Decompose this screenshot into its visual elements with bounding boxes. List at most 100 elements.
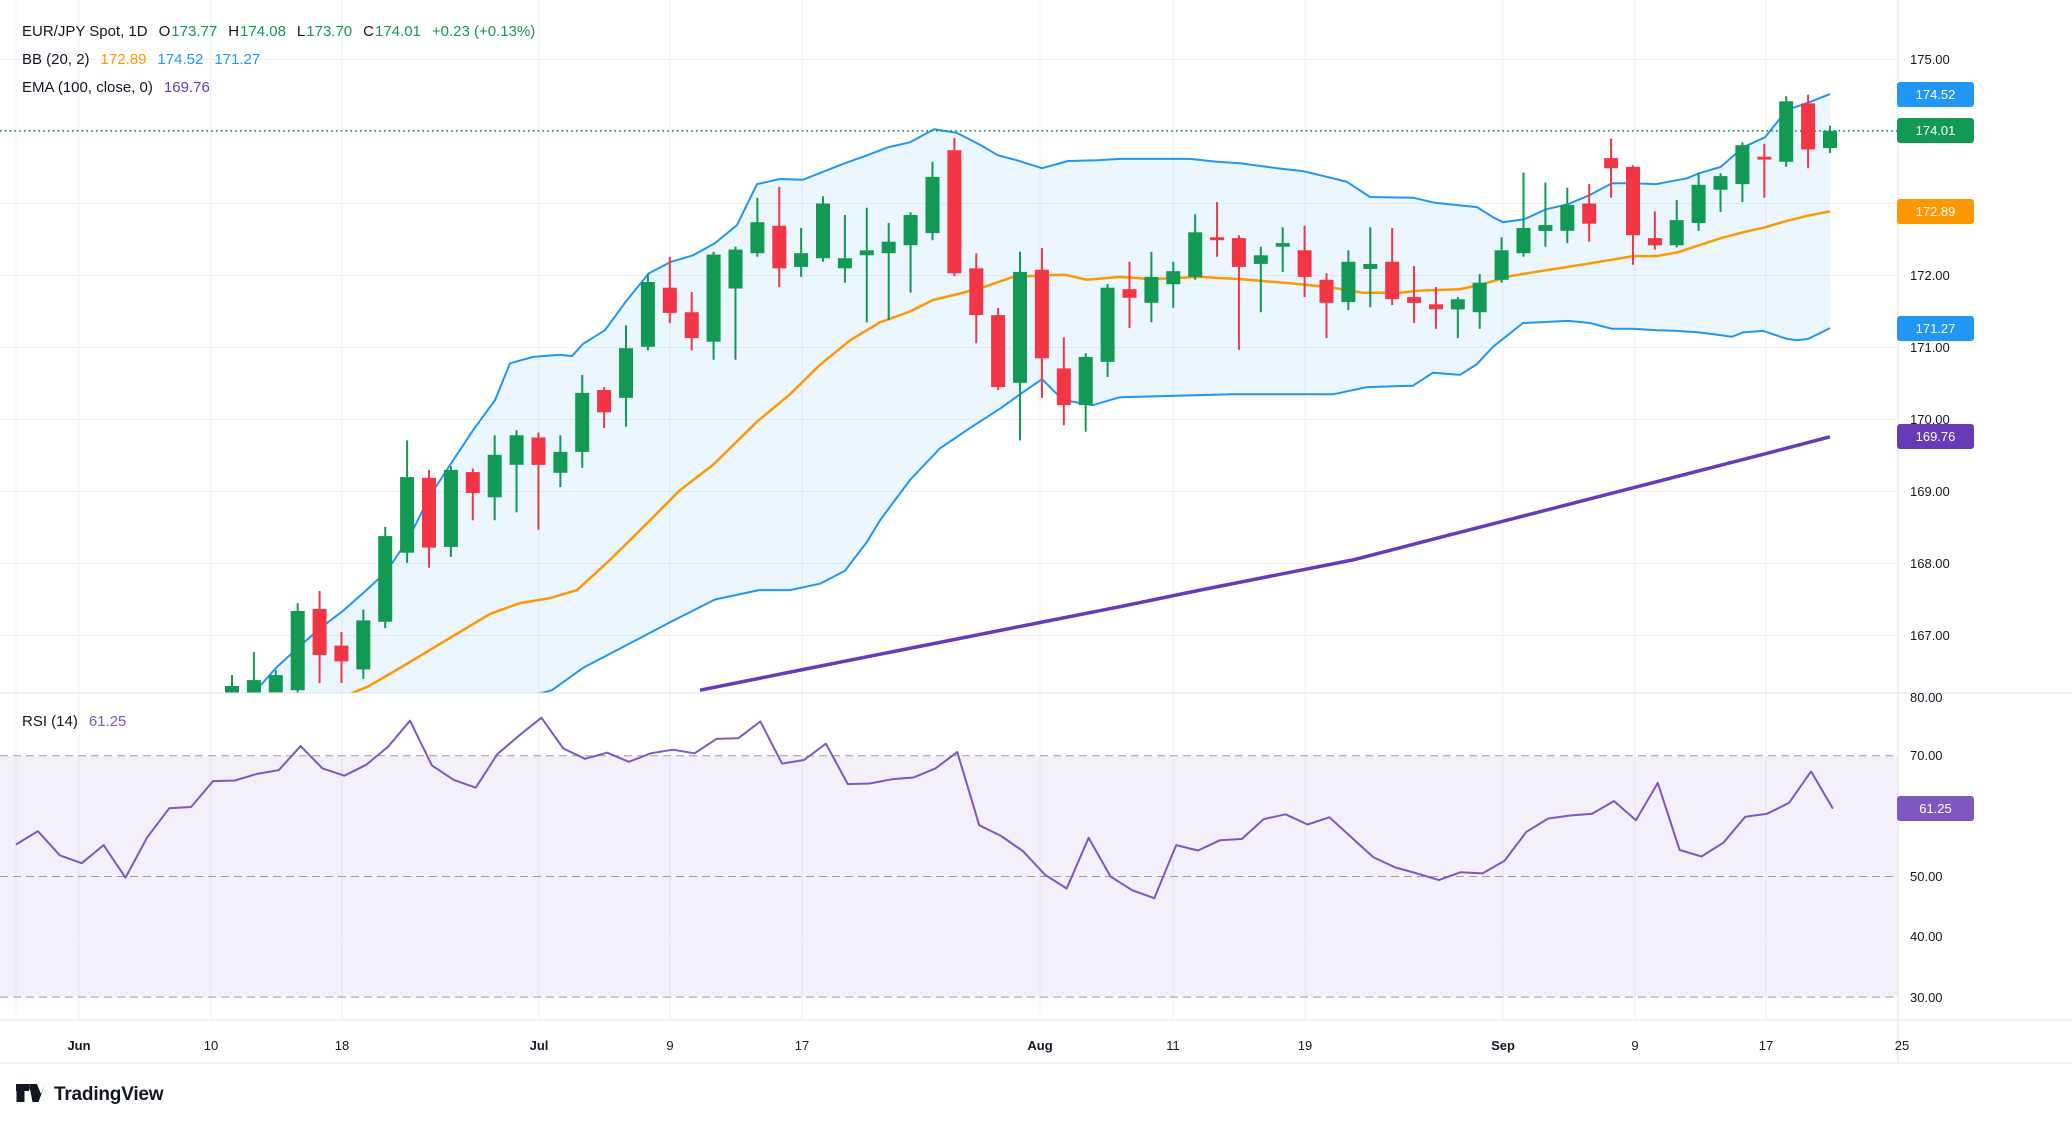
price-axis-label: 171.00 (1910, 340, 1950, 355)
candle (422, 469, 436, 568)
tradingview-logo-text: TradingView (54, 1084, 164, 1105)
change-value: +0.23 (+0.13%) (431, 22, 536, 40)
rsi-indicator-name: RSI (14) (22, 712, 78, 730)
candle (312, 590, 327, 683)
price-axis-label: 168.00 (1910, 556, 1950, 571)
rsi-axis-label: 70.00 (1910, 748, 1943, 764)
candle (1516, 172, 1531, 257)
rsi-legend: RSI (14) 61.25 (22, 707, 126, 735)
candle (619, 325, 633, 427)
candle (1122, 261, 1137, 329)
candle (1363, 227, 1378, 308)
candle (1100, 284, 1115, 377)
ema-line (699, 435, 1831, 692)
candle (772, 186, 787, 287)
ema-indicator-name: EMA (100, close, 0) (22, 78, 153, 96)
bb-lower-value: 171.27 (214, 50, 261, 68)
candle (728, 246, 743, 360)
candle (903, 212, 918, 293)
bb-upper-line (252, 93, 1831, 693)
candle (465, 468, 480, 521)
candle (1231, 235, 1246, 350)
rsi-scale[interactable] (1898, 695, 2072, 1020)
candle (750, 197, 765, 257)
price-axis-label: 170.00 (1910, 412, 1950, 427)
price-axis-badge: 174.52 (1897, 81, 1974, 107)
candle (378, 526, 393, 629)
price-axis-badge: 169.76 (1897, 424, 1974, 450)
time-axis-label: 9 (666, 1038, 674, 1053)
legend-rsi-row[interactable]: RSI (14) 61.25 (22, 707, 126, 735)
candle (1385, 228, 1400, 305)
tradingview-logo-icon (16, 1084, 45, 1102)
time-axis-label: 25 (1894, 1038, 1910, 1053)
candle (1013, 251, 1027, 441)
time-axis-label: 9 (1631, 1038, 1639, 1053)
candle (246, 652, 261, 693)
candle (575, 374, 590, 468)
candle (400, 440, 415, 563)
price-axis-label: 172.00 (1910, 268, 1950, 283)
ohlc-close: C 174.01 (363, 22, 421, 40)
candle (1560, 187, 1575, 244)
price-axis-label: 169.00 (1910, 484, 1950, 499)
candle (1056, 337, 1071, 426)
rsi-axis-label: 30.00 (1910, 989, 1943, 1005)
time-axis-label: Sep (1491, 1038, 1515, 1053)
candle (881, 222, 896, 321)
candle (334, 631, 349, 683)
candle (1604, 138, 1619, 198)
time-axis-label: 11 (1166, 1038, 1180, 1053)
candle (1275, 227, 1290, 272)
price-scale[interactable] (1898, 0, 2072, 693)
rsi-line (15, 716, 1834, 900)
candle (640, 273, 655, 351)
price-axis-label: 175.00 (1910, 52, 1950, 67)
time-axis-label: 10 (203, 1038, 219, 1053)
time-axis-label: 17 (794, 1038, 810, 1053)
candle (859, 207, 874, 323)
candle (356, 609, 371, 679)
time-axis-label: Jun (67, 1038, 91, 1053)
candle (531, 432, 546, 530)
legend: EUR/JPY Spot, 1D O 173.77 H 174.08 L 173.70… (22, 17, 535, 101)
rsi-value: 61.25 (88, 712, 127, 730)
candle (816, 196, 830, 262)
candle (947, 138, 962, 277)
candle (1166, 261, 1181, 308)
bb-lower-line (537, 319, 1831, 693)
symbol-title: EUR/JPY Spot, 1D (22, 22, 148, 40)
candle (1450, 297, 1465, 339)
rsi-axis-label: 50.00 (1910, 868, 1943, 884)
ohlc-low: L 173.70 (296, 22, 353, 40)
candle (1538, 182, 1553, 247)
candle (1319, 273, 1334, 339)
time-scale[interactable] (0, 1022, 1898, 1062)
candle (794, 228, 809, 277)
candle (925, 161, 940, 241)
candle (487, 435, 502, 521)
candle (1144, 251, 1159, 323)
candle (1713, 173, 1728, 213)
price-axis-badge: 171.27 (1897, 315, 1974, 341)
bb-fill (253, 94, 1830, 693)
candle (1472, 274, 1487, 329)
time-axis-label: 19 (1297, 1038, 1313, 1053)
time-axis-label: 17 (1758, 1038, 1774, 1053)
candle (1407, 266, 1422, 323)
rsi-axis-label: 80.00 (1910, 689, 1943, 705)
rsi-axis-label: 40.00 (1910, 929, 1943, 945)
candle (1188, 214, 1203, 280)
candle (1034, 248, 1049, 398)
legend-ema-row[interactable]: EMA (100, close, 0) 169.76 (22, 73, 535, 101)
legend-symbol-row[interactable]: EUR/JPY Spot, 1D O 173.77 H 174.08 L 173.70… (22, 17, 535, 45)
bb-indicator-name: BB (20, 2) (22, 50, 90, 68)
price-axis-badge: 174.01 (1897, 118, 1974, 144)
candle (597, 387, 612, 429)
candle (684, 292, 699, 351)
tradingview-logo[interactable]: TradingView (16, 1083, 164, 1107)
candle (553, 435, 568, 488)
legend-bb-row[interactable]: BB (20, 2) 172.89 174.52 171.27 (22, 45, 535, 73)
candle (509, 430, 524, 513)
